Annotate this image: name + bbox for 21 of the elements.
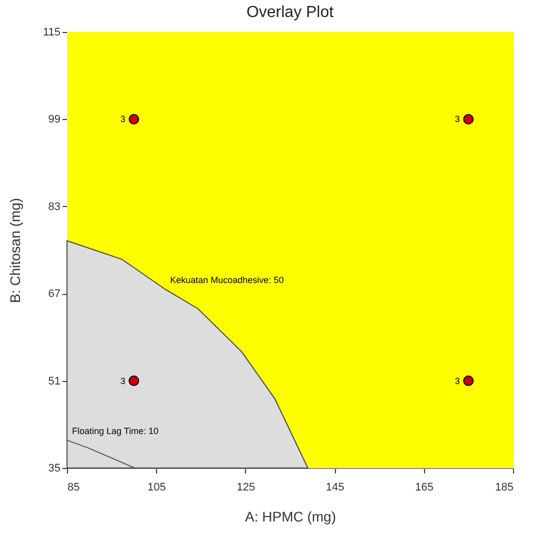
x-tick-label: 85 [68,482,80,494]
x-tick-label: 145 [326,482,344,494]
annotation: Kekuatan Mucoadhesive: 50 [170,275,284,286]
x-tick-label: 125 [236,482,256,494]
y-tick-label: 99 [48,114,60,126]
x-tick-label: 105 [148,482,166,494]
y-tick-label: 51 [48,375,60,388]
y-tick-label: 35 [48,462,60,474]
annotation: 3 [454,376,460,386]
annotation: Floating Lag Time: 10 [72,426,159,436]
y-tick-label: 115 [42,26,60,38]
annotation: 3 [120,376,126,386]
x-tick-label: 165 [415,482,434,494]
x-axis-title: A: HPMC (mg) [245,508,336,524]
x-tick-label: 185 [495,482,514,494]
y-tick-label: 67 [48,288,60,300]
y-tick-label: 83 [48,200,60,213]
annotation: 3 [120,114,126,124]
annotation: 3 [454,114,460,124]
y-axis-title: B: Chitosan (mg) [6,198,23,304]
chart-title: Overlay Plot [246,4,334,21]
